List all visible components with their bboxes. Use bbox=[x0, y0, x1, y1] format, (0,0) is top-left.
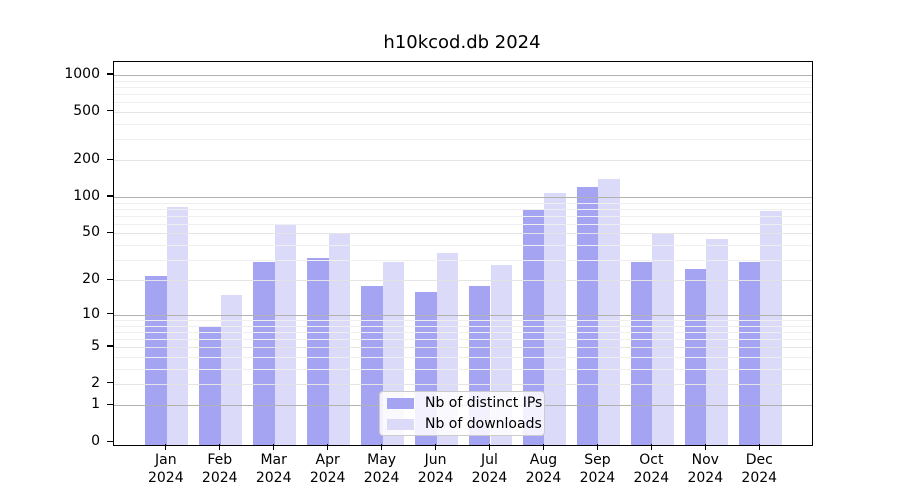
legend-label-downloads: Nb of downloads bbox=[425, 416, 542, 432]
y-tick-10 bbox=[107, 313, 113, 315]
x-tick-label-nov: Nov 2024 bbox=[687, 452, 724, 486]
legend-swatch-downloads bbox=[387, 418, 414, 430]
gridline-20 bbox=[114, 280, 812, 282]
gridline-1000 bbox=[114, 75, 812, 77]
bar-aug-downloads bbox=[544, 192, 567, 445]
y-tick-label-10: 10 bbox=[82, 305, 100, 322]
x-tick-label-mar: Mar 2024 bbox=[255, 452, 292, 486]
legend-item-downloads: Nb of downloads bbox=[387, 416, 542, 432]
minor-gridline-6 bbox=[114, 338, 812, 340]
y-tick-1 bbox=[107, 403, 113, 406]
minor-gridline-900 bbox=[114, 80, 812, 82]
y-tick-label-1000: 1000 bbox=[64, 66, 100, 83]
gridline-50 bbox=[114, 233, 812, 235]
gridline-10 bbox=[114, 314, 812, 316]
gridline-2 bbox=[114, 383, 812, 385]
minor-gridline-40 bbox=[114, 244, 812, 246]
x-tick-feb bbox=[219, 444, 221, 450]
minor-gridline-30 bbox=[114, 259, 812, 261]
bar-mar-downloads bbox=[274, 224, 297, 445]
x-tick-sep bbox=[596, 444, 598, 450]
gridline-5 bbox=[114, 347, 812, 349]
x-tick-may bbox=[381, 444, 383, 450]
x-tick-label-aug: Aug 2024 bbox=[525, 452, 562, 486]
x-tick-label-jun: Jun 2024 bbox=[417, 452, 454, 486]
gridline-500 bbox=[114, 111, 812, 113]
x-tick-label-jan: Jan 2024 bbox=[147, 452, 184, 486]
bar-nov-downloads bbox=[706, 238, 728, 445]
bar-sep-ips bbox=[576, 187, 599, 445]
x-tick-dec bbox=[758, 444, 760, 450]
minor-gridline-300 bbox=[114, 138, 812, 140]
legend: Nb of distinct IPs Nb of downloads bbox=[379, 391, 545, 436]
y-tick-100 bbox=[107, 195, 113, 197]
y-tick-label-0: 0 bbox=[91, 433, 100, 450]
gridline-200 bbox=[114, 160, 812, 162]
bar-dec-downloads bbox=[760, 210, 782, 445]
y-tick-0 bbox=[107, 440, 113, 442]
y-tick-2 bbox=[107, 382, 113, 384]
legend-label-distinct-ips: Nb of distinct IPs bbox=[425, 395, 543, 411]
minor-gridline-400 bbox=[114, 123, 812, 125]
x-tick-jun bbox=[434, 444, 437, 450]
minor-gridline-70 bbox=[114, 215, 812, 217]
x-tick-oct bbox=[650, 444, 652, 450]
bar-jan-ips bbox=[145, 275, 167, 445]
bar-mar-ips bbox=[253, 261, 275, 445]
x-tick-aug bbox=[542, 444, 545, 450]
x-tick-nov bbox=[704, 444, 706, 450]
minor-gridline-80 bbox=[114, 208, 812, 210]
y-tick-20 bbox=[107, 278, 113, 281]
y-tick-label-100: 100 bbox=[73, 187, 100, 204]
chart-title: h10kcod.db 2024 bbox=[383, 32, 541, 53]
y-tick-200 bbox=[107, 158, 113, 160]
bar-aug-ips bbox=[522, 209, 545, 445]
plot-area bbox=[113, 61, 813, 446]
minor-gridline-60 bbox=[114, 223, 812, 225]
x-tick-label-dec: Dec 2024 bbox=[741, 452, 778, 486]
y-tick-5 bbox=[107, 345, 113, 347]
bar-feb-ips bbox=[199, 325, 221, 445]
x-tick-label-sep: Sep 2024 bbox=[579, 452, 616, 486]
y-tick-label-20: 20 bbox=[82, 271, 100, 288]
y-tick-50 bbox=[107, 231, 113, 233]
x-tick-label-oct: Oct 2024 bbox=[633, 452, 670, 486]
minor-gridline-600 bbox=[114, 102, 812, 104]
gridline-100 bbox=[114, 196, 812, 198]
legend-swatch-distinct-ips bbox=[387, 397, 414, 409]
y-tick-label-200: 200 bbox=[73, 151, 100, 168]
x-tick-label-may: May 2024 bbox=[363, 452, 400, 486]
bar-apr-ips bbox=[307, 258, 329, 445]
minor-gridline-4 bbox=[114, 356, 812, 358]
x-tick-mar bbox=[273, 444, 275, 450]
bar-feb-downloads bbox=[220, 294, 243, 445]
y-tick-label-2: 2 bbox=[91, 374, 100, 391]
x-tick-jul bbox=[488, 444, 491, 450]
y-tick-label-500: 500 bbox=[73, 102, 100, 119]
minor-gridline-8 bbox=[114, 325, 812, 327]
minor-gridline-800 bbox=[114, 86, 812, 88]
minor-gridline-3 bbox=[114, 368, 812, 370]
bar-dec-ips bbox=[738, 261, 761, 445]
minor-gridline-9 bbox=[114, 319, 812, 321]
x-tick-jan bbox=[165, 444, 167, 450]
x-tick-label-apr: Apr 2024 bbox=[309, 452, 346, 486]
y-tick-1000 bbox=[107, 73, 113, 75]
x-tick-apr bbox=[327, 444, 329, 450]
minor-gridline-700 bbox=[114, 93, 812, 95]
x-tick-label-feb: Feb 2024 bbox=[201, 452, 238, 486]
legend-item-distinct-ips: Nb of distinct IPs bbox=[387, 395, 542, 411]
minor-gridline-90 bbox=[114, 202, 812, 204]
bar-oct-ips bbox=[630, 261, 653, 445]
y-tick-500 bbox=[107, 110, 113, 112]
minor-gridline-7 bbox=[114, 331, 812, 333]
y-tick-label-50: 50 bbox=[82, 224, 100, 241]
y-tick-label-1: 1 bbox=[91, 396, 100, 413]
x-tick-label-jul: Jul 2024 bbox=[471, 452, 508, 486]
y-tick-label-5: 5 bbox=[91, 338, 100, 355]
